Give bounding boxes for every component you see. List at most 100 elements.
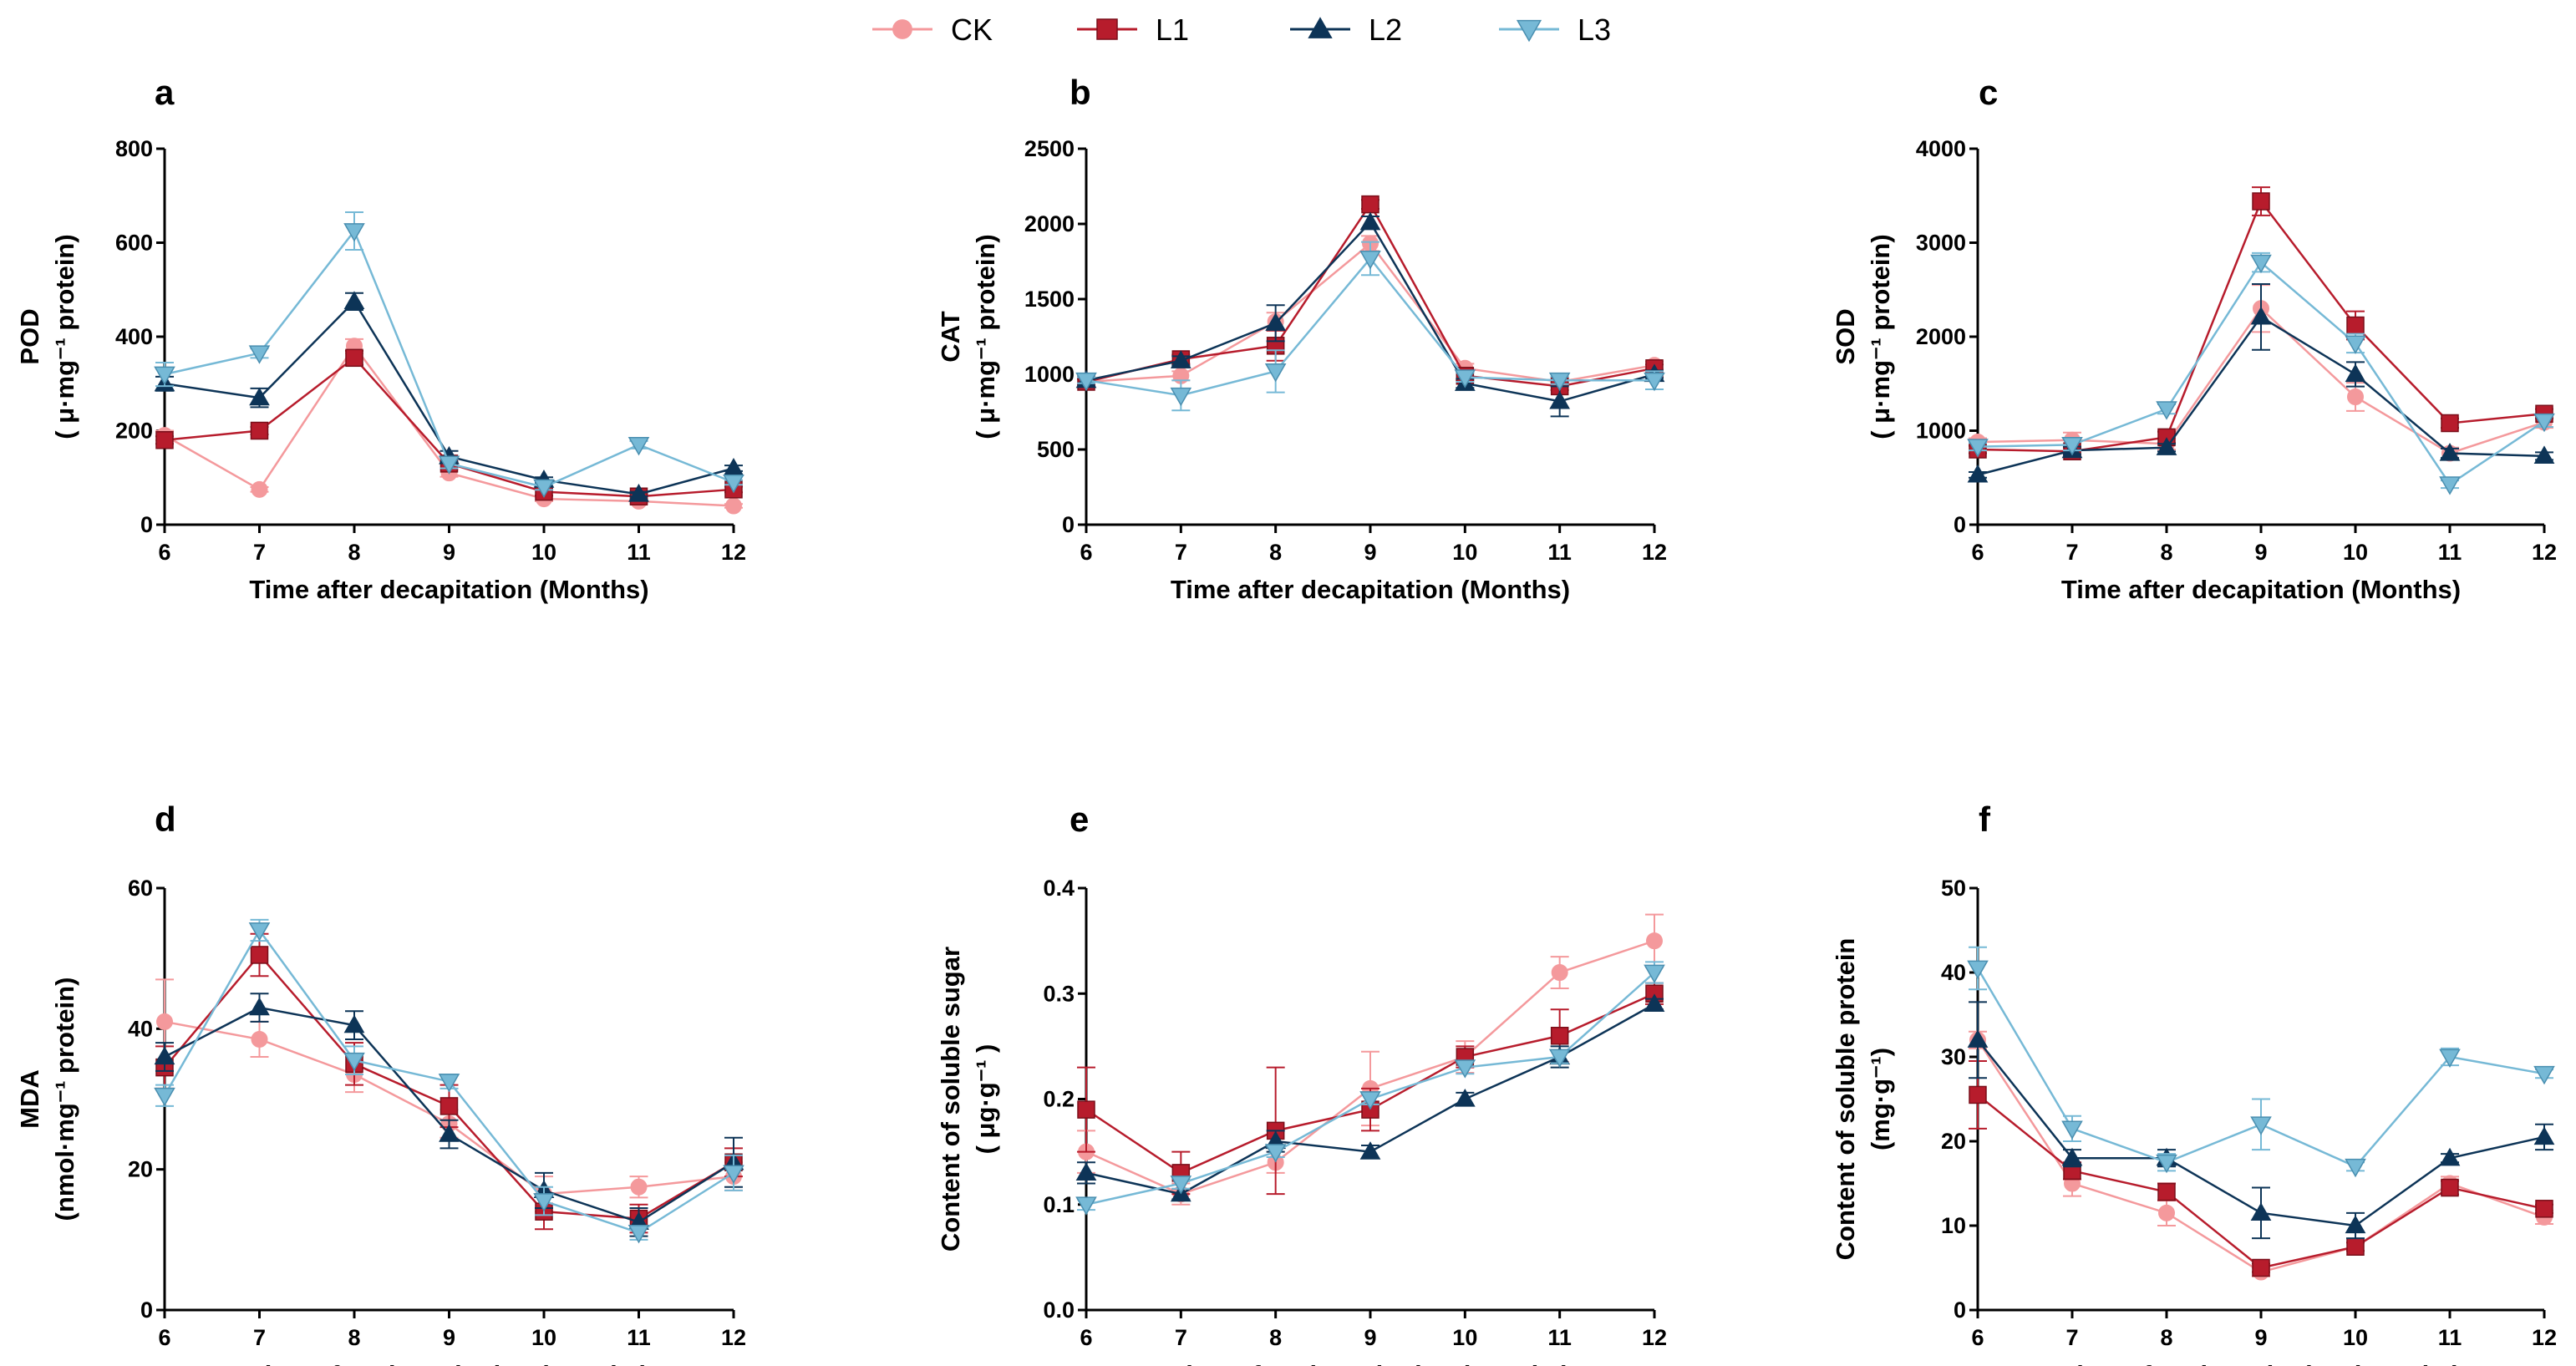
data-point [1967, 960, 1989, 979]
x-tick-label: 10 [531, 1325, 556, 1350]
panel-letter: f [1979, 800, 1991, 839]
data-point [1454, 1059, 1476, 1079]
x-tick-label: 7 [1175, 540, 1187, 565]
y-tick-label: 0 [1954, 1297, 1966, 1323]
series-l3 [154, 211, 744, 499]
x-tick-label: 8 [1269, 1325, 1282, 1350]
series-line [1085, 256, 1654, 397]
x-tick-label: 11 [627, 1325, 651, 1350]
x-tick-label: 12 [2532, 1325, 2557, 1350]
x-tick-label: 7 [1175, 1325, 1187, 1350]
y-tick-label: 2000 [1024, 211, 1075, 236]
data-point [345, 348, 363, 368]
data-point [248, 345, 271, 364]
data-point [723, 1165, 744, 1184]
data-point [2158, 1204, 2175, 1221]
y-tick-label: 60 [128, 876, 153, 901]
y-tick-label: 500 [1037, 437, 1075, 462]
data-point [2345, 363, 2366, 383]
x-tick-label: 12 [1642, 540, 1667, 565]
x-tick-label: 9 [443, 540, 455, 565]
data-point [2345, 1215, 2366, 1234]
x-tick-label: 11 [2438, 540, 2462, 565]
series-l3 [1967, 251, 2555, 495]
y-tick-label: 0 [140, 1297, 153, 1323]
panel-f: f 0 10 20 30 40 50 6 7 8 9 10 11 12 Time after decapit… [1831, 800, 2557, 1366]
y-axis-title-line: (nmol·mg⁻¹ protein) [50, 978, 79, 1221]
data-point [2250, 306, 2272, 325]
data-point [1967, 439, 1989, 458]
panel-letter: d [155, 800, 176, 839]
y-tick-label: 2000 [1916, 324, 1966, 349]
y-tick-label: 40 [1941, 960, 1966, 985]
x-tick-label: 11 [627, 540, 651, 565]
data-point [533, 1193, 555, 1212]
x-axis-title: Time after decapitation (Months) [249, 575, 648, 604]
data-point [1551, 964, 1568, 981]
y-axis-title-line: CAT [936, 311, 965, 362]
legend-marker-icon [892, 19, 912, 39]
y-tick-label: 2500 [1024, 136, 1075, 161]
data-point [249, 387, 270, 406]
x-tick-label: 9 [1364, 540, 1376, 565]
y-tick-label: 4000 [1916, 136, 1966, 161]
y-axis-title-line: ( μg·g⁻¹ ) [971, 1044, 1000, 1155]
legend-item-l1: L1 [1077, 13, 1189, 47]
series-l3 [154, 918, 744, 1244]
x-tick-label: 8 [1269, 540, 1282, 565]
data-point [2157, 1182, 2176, 1201]
data-point [343, 223, 365, 242]
data-point [343, 1014, 365, 1033]
y-tick-label: 1000 [1024, 362, 1075, 387]
x-tick-label: 10 [531, 540, 556, 565]
data-point [723, 457, 744, 476]
data-point [438, 1074, 460, 1093]
y-tick-label: 3000 [1916, 231, 1966, 256]
data-point [1969, 1085, 1987, 1104]
y-tick-label: 0 [1954, 512, 1966, 537]
legend-label: L3 [1578, 13, 1611, 47]
x-tick-label: 10 [2343, 540, 2368, 565]
data-point [2250, 1116, 2272, 1135]
x-tick-label: 6 [1971, 1325, 1984, 1350]
y-tick-label: 0.4 [1043, 876, 1075, 901]
data-point [2345, 1158, 2366, 1178]
legend-marker-icon [1516, 19, 1542, 43]
data-point [2252, 192, 2270, 211]
y-tick-label: 30 [1941, 1044, 1966, 1069]
legend-marker-icon [1308, 17, 1333, 38]
y-axis-title-line: MDA [15, 1069, 44, 1129]
data-point [250, 421, 269, 440]
y-tick-label: 20 [128, 1157, 153, 1182]
y-axis-title-line: ( μ·mg⁻¹ protein) [1866, 234, 1895, 439]
x-tick-label: 10 [1452, 1325, 1477, 1350]
x-tick-label: 11 [1547, 540, 1572, 565]
y-axis-title-line: POD [15, 308, 44, 364]
x-tick-label: 8 [2160, 540, 2172, 565]
y-tick-label: 0.0 [1043, 1297, 1075, 1323]
data-point [628, 483, 649, 502]
legend-marker-icon [1096, 18, 1118, 40]
data-point [2345, 335, 2366, 354]
y-axis-title-line: ( μ·mg⁻¹ protein) [50, 234, 79, 439]
x-tick-label: 11 [2438, 1325, 2462, 1350]
data-point [439, 1097, 459, 1115]
series-l1 [1969, 1060, 2553, 1277]
y-tick-label: 1500 [1024, 287, 1075, 312]
data-point [2250, 254, 2272, 274]
data-point [1549, 390, 1571, 409]
data-point [2156, 437, 2177, 455]
data-point [2061, 1147, 2083, 1166]
y-axis-title-line: SOD [1831, 308, 1860, 364]
x-tick-label: 10 [1452, 540, 1477, 565]
series-ck [1969, 1030, 2553, 1281]
data-point [1548, 1049, 1571, 1069]
data-point [1967, 464, 1989, 483]
data-point [1550, 1027, 1569, 1045]
y-tick-label: 200 [115, 419, 153, 444]
series-l1 [1077, 982, 1664, 1196]
series-ck [155, 338, 743, 515]
x-axis-title: Time after decapitation (Months) [2061, 575, 2461, 604]
